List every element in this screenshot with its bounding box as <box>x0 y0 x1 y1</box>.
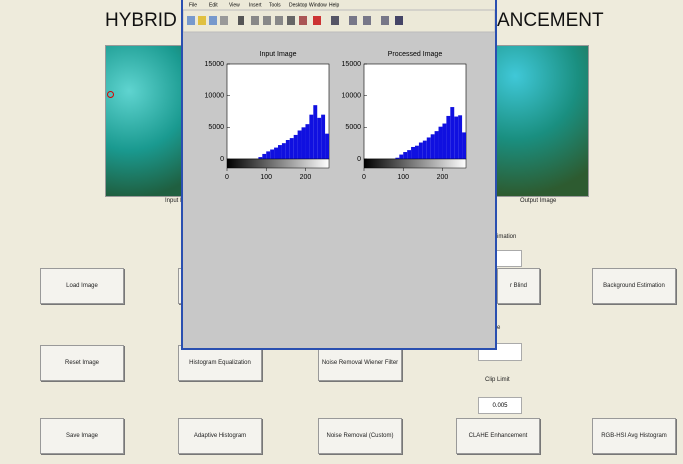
y-tick-label: 5000 <box>345 124 361 131</box>
histogram-bar <box>278 145 282 159</box>
y-tick-label: 0 <box>220 156 224 163</box>
colorbar <box>227 159 329 168</box>
button[interactable]: Reset Image <box>40 345 124 381</box>
axes-title: Processed Image <box>388 51 443 58</box>
title-right: ANCEMENT <box>497 10 604 32</box>
histogram-bar <box>423 141 427 159</box>
histogram-bar <box>266 151 270 159</box>
histogram-bar <box>435 131 439 159</box>
button[interactable]: r Blind <box>497 268 540 304</box>
image-label: Input I <box>165 198 182 204</box>
histogram-bar <box>274 148 278 159</box>
button[interactable]: RGB-HSI Avg Histogram <box>592 418 676 454</box>
axes-title: Input Image <box>260 51 297 58</box>
menu-item: Window <box>309 2 327 8</box>
histogram-bar <box>305 124 309 159</box>
histogram-bar <box>431 134 435 159</box>
menu-item: Help <box>329 2 340 8</box>
histogram-bar <box>317 118 321 159</box>
x-tick-label: 0 <box>362 174 366 181</box>
histogram-bar <box>446 116 450 159</box>
histogram-bar <box>407 150 411 159</box>
histogram-bar <box>450 107 454 159</box>
menu-item: View <box>229 2 240 8</box>
histogram-bar <box>411 147 415 159</box>
histogram-bar <box>309 115 313 159</box>
x-tick-label: 100 <box>260 174 272 181</box>
field-label: Clip Limit <box>485 377 510 383</box>
menu-item: File <box>189 2 197 8</box>
histogram-bar <box>321 115 325 159</box>
histogram-bar <box>399 155 403 159</box>
histogram-bar <box>403 152 407 159</box>
y-tick-label: 15000 <box>342 61 362 68</box>
button[interactable]: Adaptive Histogram <box>178 418 262 454</box>
x-tick-label: 200 <box>300 174 312 181</box>
y-tick-label: 10000 <box>205 93 225 100</box>
histogram-bar <box>419 143 423 159</box>
x-tick-label: 200 <box>437 174 449 181</box>
button[interactable]: CLAHE Enhancement <box>456 418 540 454</box>
button[interactable]: Load Image <box>40 268 124 304</box>
menu-item: Insert <box>249 2 262 8</box>
menu-item: Edit <box>209 2 218 8</box>
histogram-bar <box>302 127 306 159</box>
button[interactable]: Save Image <box>40 418 124 454</box>
field-label: e <box>497 325 500 331</box>
histogram-bar <box>262 154 266 159</box>
button[interactable]: Noise Removal (Custom) <box>318 418 402 454</box>
histogram-bar <box>462 132 466 159</box>
image-label: Output Image <box>520 198 556 204</box>
histogram-bar <box>298 131 302 160</box>
histogram-bar <box>427 137 431 159</box>
x-tick-label: 0 <box>225 174 229 181</box>
menu-item: Desktop <box>289 2 308 8</box>
histogram-bar <box>282 143 286 159</box>
histogram-bar <box>454 117 458 159</box>
y-tick-label: 15000 <box>205 61 225 68</box>
histogram-bar <box>313 105 317 159</box>
histogram-bar <box>294 135 298 159</box>
histogram-bar <box>270 150 274 160</box>
button[interactable]: Background Estimation <box>592 268 676 304</box>
x-tick-label: 100 <box>397 174 409 181</box>
menu-item: Tools <box>269 2 281 8</box>
app-window: HYBRID A ANCEMENT Input I Output Image i… <box>0 0 683 464</box>
input-image <box>105 45 184 197</box>
y-tick-label: 0 <box>357 156 361 163</box>
y-tick-label: 10000 <box>342 93 362 100</box>
histogram-bar <box>439 127 443 159</box>
histogram-bar <box>258 157 262 159</box>
histogram-bar <box>415 146 419 159</box>
text-input[interactable]: 0.005 <box>478 397 522 414</box>
field-label: imation <box>497 234 516 240</box>
marker <box>107 91 114 98</box>
y-tick-label: 5000 <box>208 124 224 131</box>
histogram-bar <box>442 124 446 159</box>
histogram-bar <box>458 115 462 159</box>
histogram-bar <box>286 140 290 159</box>
colorbar <box>364 159 466 168</box>
histogram-bar <box>290 138 294 159</box>
histogram-bar <box>325 134 329 159</box>
output-image <box>496 45 589 197</box>
